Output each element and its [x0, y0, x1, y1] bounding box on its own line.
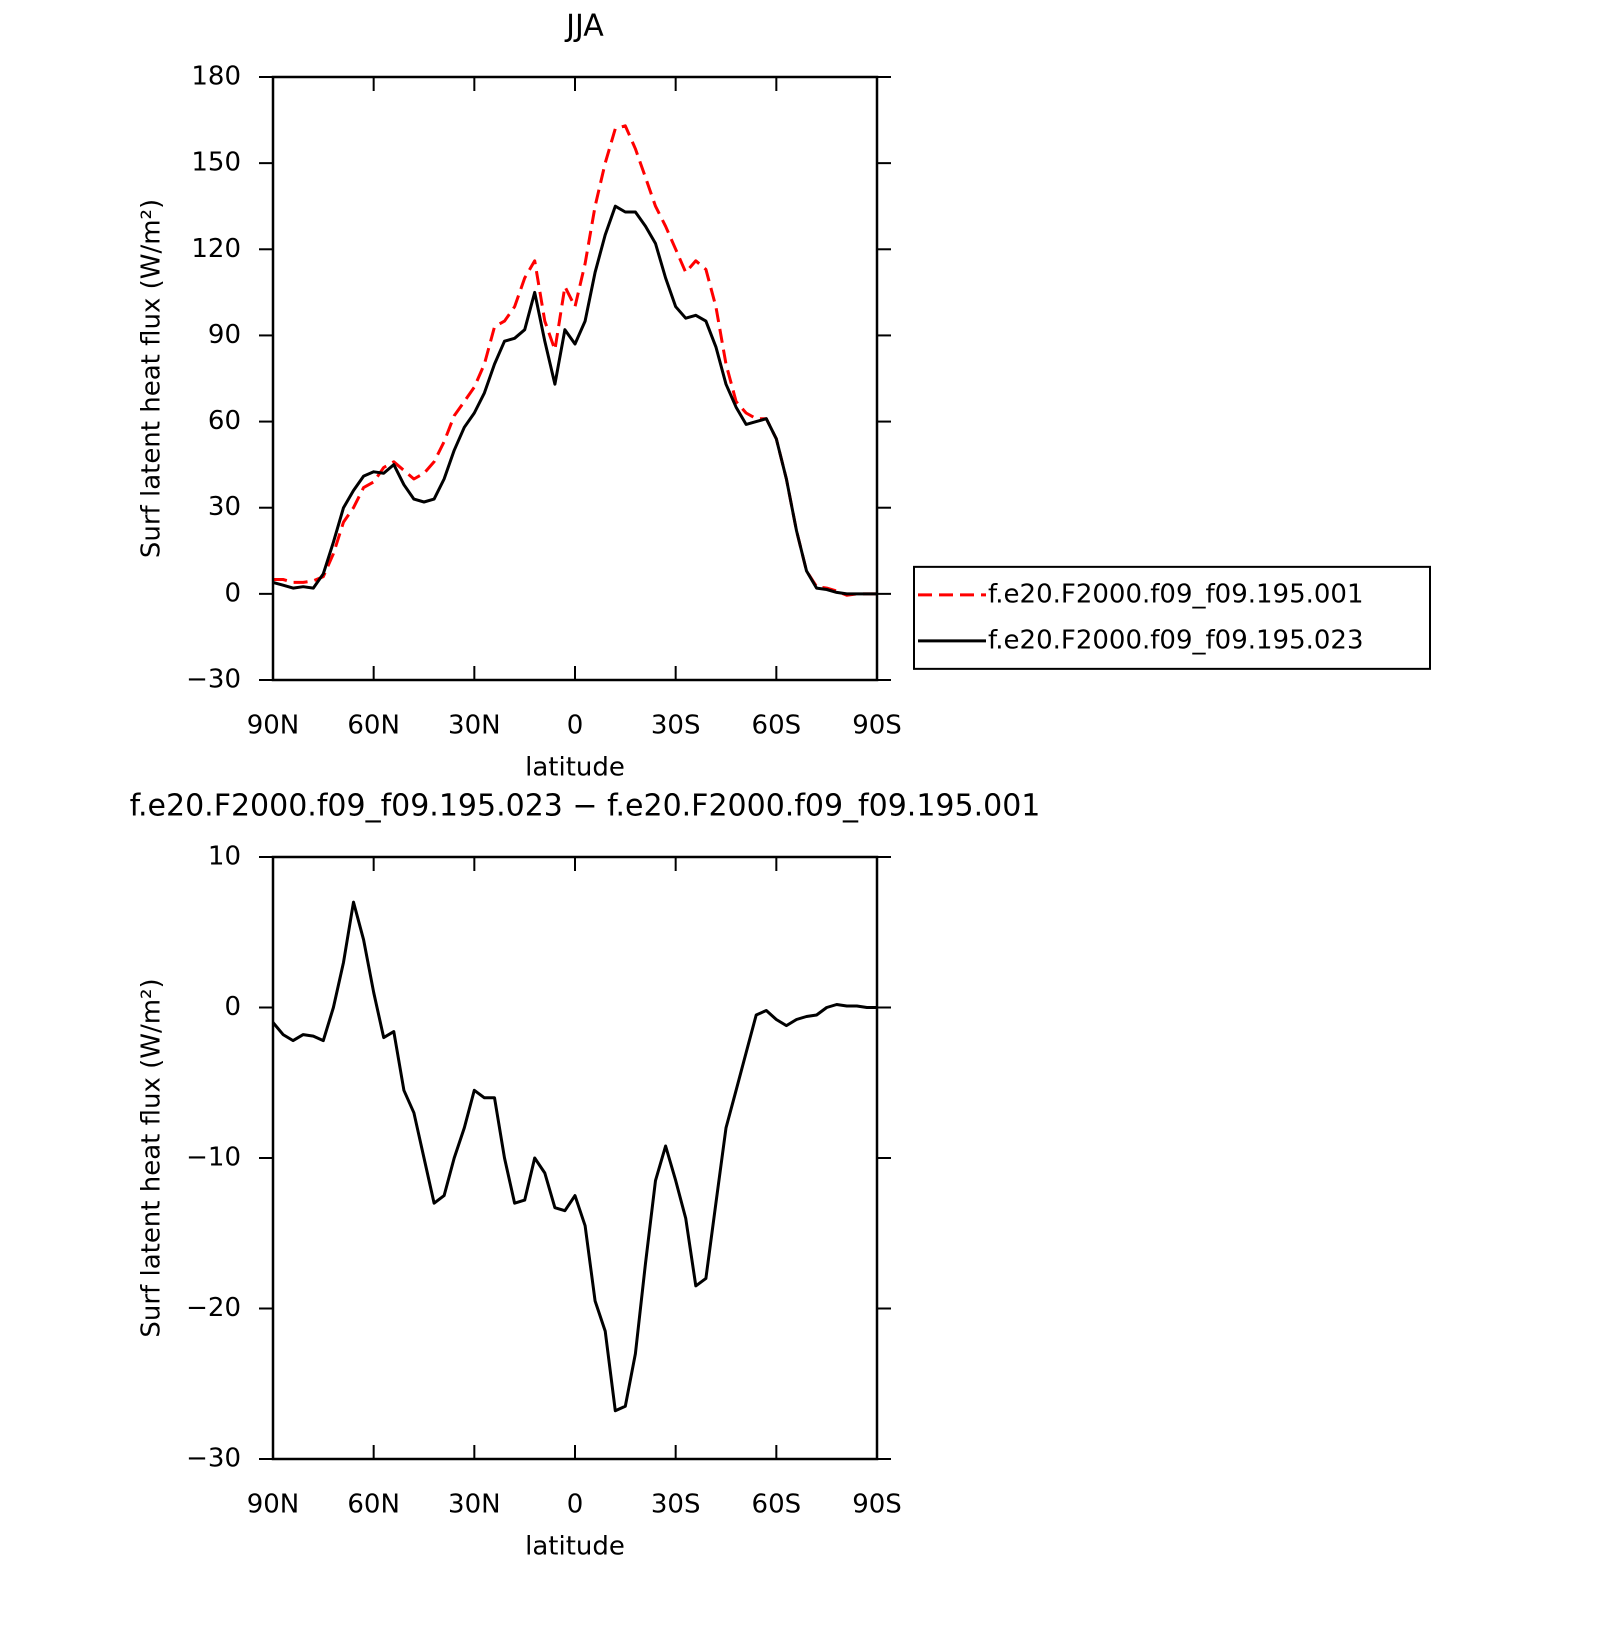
x-tick-label: 30N: [448, 711, 501, 741]
y-tick-label: −30: [186, 665, 241, 695]
y-tick-label: 30: [208, 492, 241, 522]
data-line: [273, 124, 877, 597]
x-tick-label: 0: [567, 711, 584, 741]
y-tick-label: 0: [224, 992, 241, 1022]
data-line: [271, 900, 877, 1413]
y-tick-label: 90: [208, 320, 241, 350]
chart-title: JJA: [564, 9, 604, 44]
x-tick-label: 0: [567, 1490, 584, 1520]
y-tick-label: 10: [208, 842, 241, 872]
y-tick-label: −20: [186, 1293, 241, 1323]
x-tick-label: 90N: [247, 711, 300, 741]
legend-label: f.e20.F2000.f09_f09.195.023: [988, 625, 1364, 655]
x-tick-label: 60N: [347, 711, 400, 741]
y-tick-label: 180: [191, 62, 241, 92]
plot-frame: [271, 855, 879, 1461]
x-tick-label: 90S: [852, 1490, 902, 1520]
legend-label: f.e20.F2000.f09_f09.195.001: [988, 579, 1364, 609]
legend-box: [913, 565, 1431, 670]
y-axis-label: Surf latent heat flux (W/m²): [137, 199, 167, 558]
x-tick-label: 60S: [752, 1490, 802, 1520]
x-tick-label: 30N: [448, 1490, 501, 1520]
y-tick-label: 60: [208, 406, 241, 436]
x-tick-label: 60N: [347, 1490, 400, 1520]
data-line: [272, 204, 877, 596]
chart-title: f.e20.F2000.f09_f09.195.023 − f.e20.F200…: [130, 789, 1041, 824]
y-tick-label: 0: [224, 578, 241, 608]
y-tick-label: −10: [186, 1143, 241, 1173]
y-tick-label: −30: [186, 1444, 241, 1474]
x-axis-label: latitude: [525, 1532, 625, 1562]
y-tick-label: 150: [191, 148, 241, 178]
x-axis-label: latitude: [525, 753, 625, 783]
y-tick-label: 120: [191, 234, 241, 264]
x-tick-label: 90N: [247, 1490, 300, 1520]
x-tick-label: 90S: [852, 711, 902, 741]
plot-frame: [271, 75, 879, 682]
y-axis-label: Surf latent heat flux (W/m²): [137, 978, 167, 1337]
x-tick-label: 60S: [752, 711, 802, 741]
x-tick-label: 30S: [651, 1490, 701, 1520]
x-tick-label: 30S: [651, 711, 701, 741]
